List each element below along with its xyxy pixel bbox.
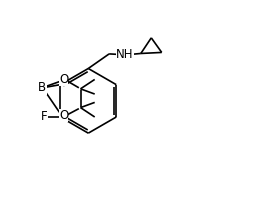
Text: B: B xyxy=(38,81,46,94)
Text: NH: NH xyxy=(116,49,134,62)
Text: O: O xyxy=(59,109,68,122)
Text: O: O xyxy=(59,73,68,86)
Text: F: F xyxy=(41,110,48,123)
